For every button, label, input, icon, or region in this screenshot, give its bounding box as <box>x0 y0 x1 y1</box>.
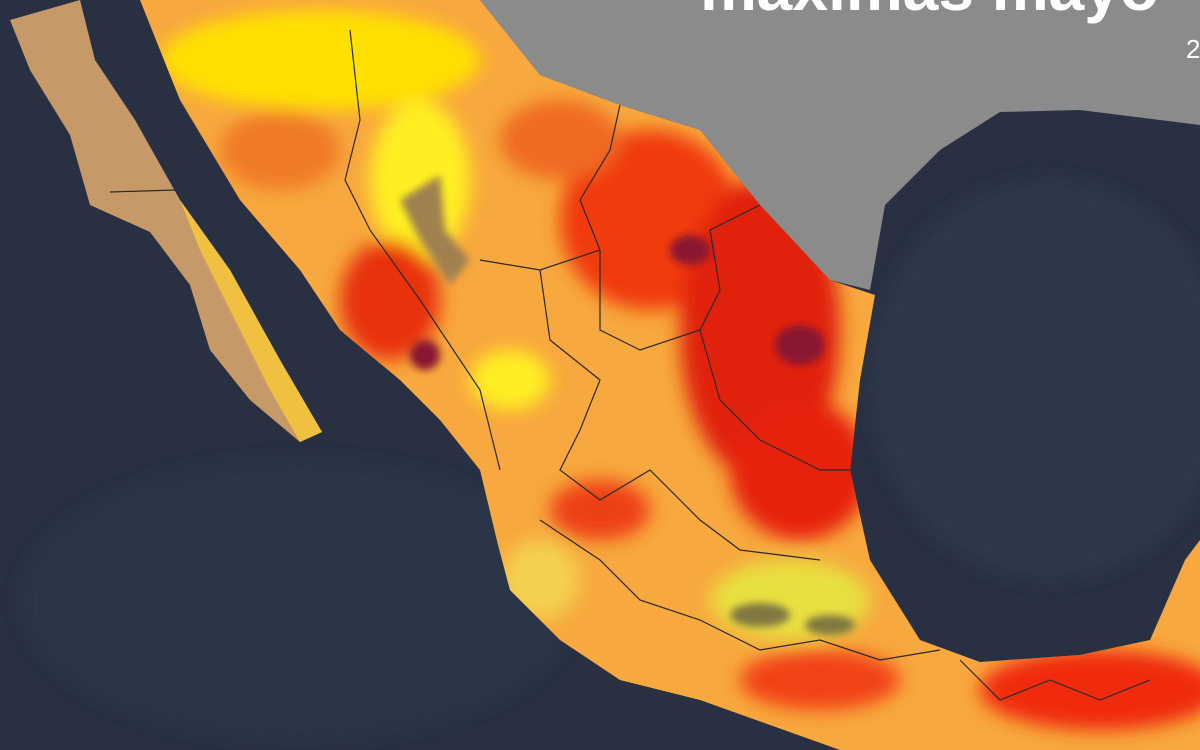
heat-purple <box>670 235 710 265</box>
heat-yellow <box>470 350 550 410</box>
heat-orange <box>500 100 620 180</box>
state-border <box>699 329 850 471</box>
state-border <box>959 659 1151 701</box>
state-border <box>539 519 941 661</box>
heat-purple <box>775 325 825 365</box>
heat-red <box>740 650 900 710</box>
heat-yellow <box>160 10 480 110</box>
heat-yellow <box>370 100 470 260</box>
heat-red <box>730 400 870 540</box>
gulf <box>870 180 1200 580</box>
heat-red <box>340 240 440 360</box>
state-border <box>109 189 176 193</box>
title: máximas mayo <box>700 0 1159 24</box>
heat-red <box>550 480 650 540</box>
subtitle: 2 <box>1186 34 1200 64</box>
heat-orange <box>220 110 340 190</box>
state-border <box>344 29 501 471</box>
heat-yellow <box>500 540 580 620</box>
baja-warm <box>180 200 322 442</box>
highlands <box>730 603 790 627</box>
state-border <box>479 104 621 271</box>
ocean-shade <box>20 460 580 740</box>
sierra <box>400 175 470 285</box>
heat-red <box>980 650 1200 730</box>
highlands <box>805 615 855 635</box>
heat-purple <box>410 340 440 370</box>
usa-land <box>150 0 1200 290</box>
state-border <box>539 269 821 561</box>
